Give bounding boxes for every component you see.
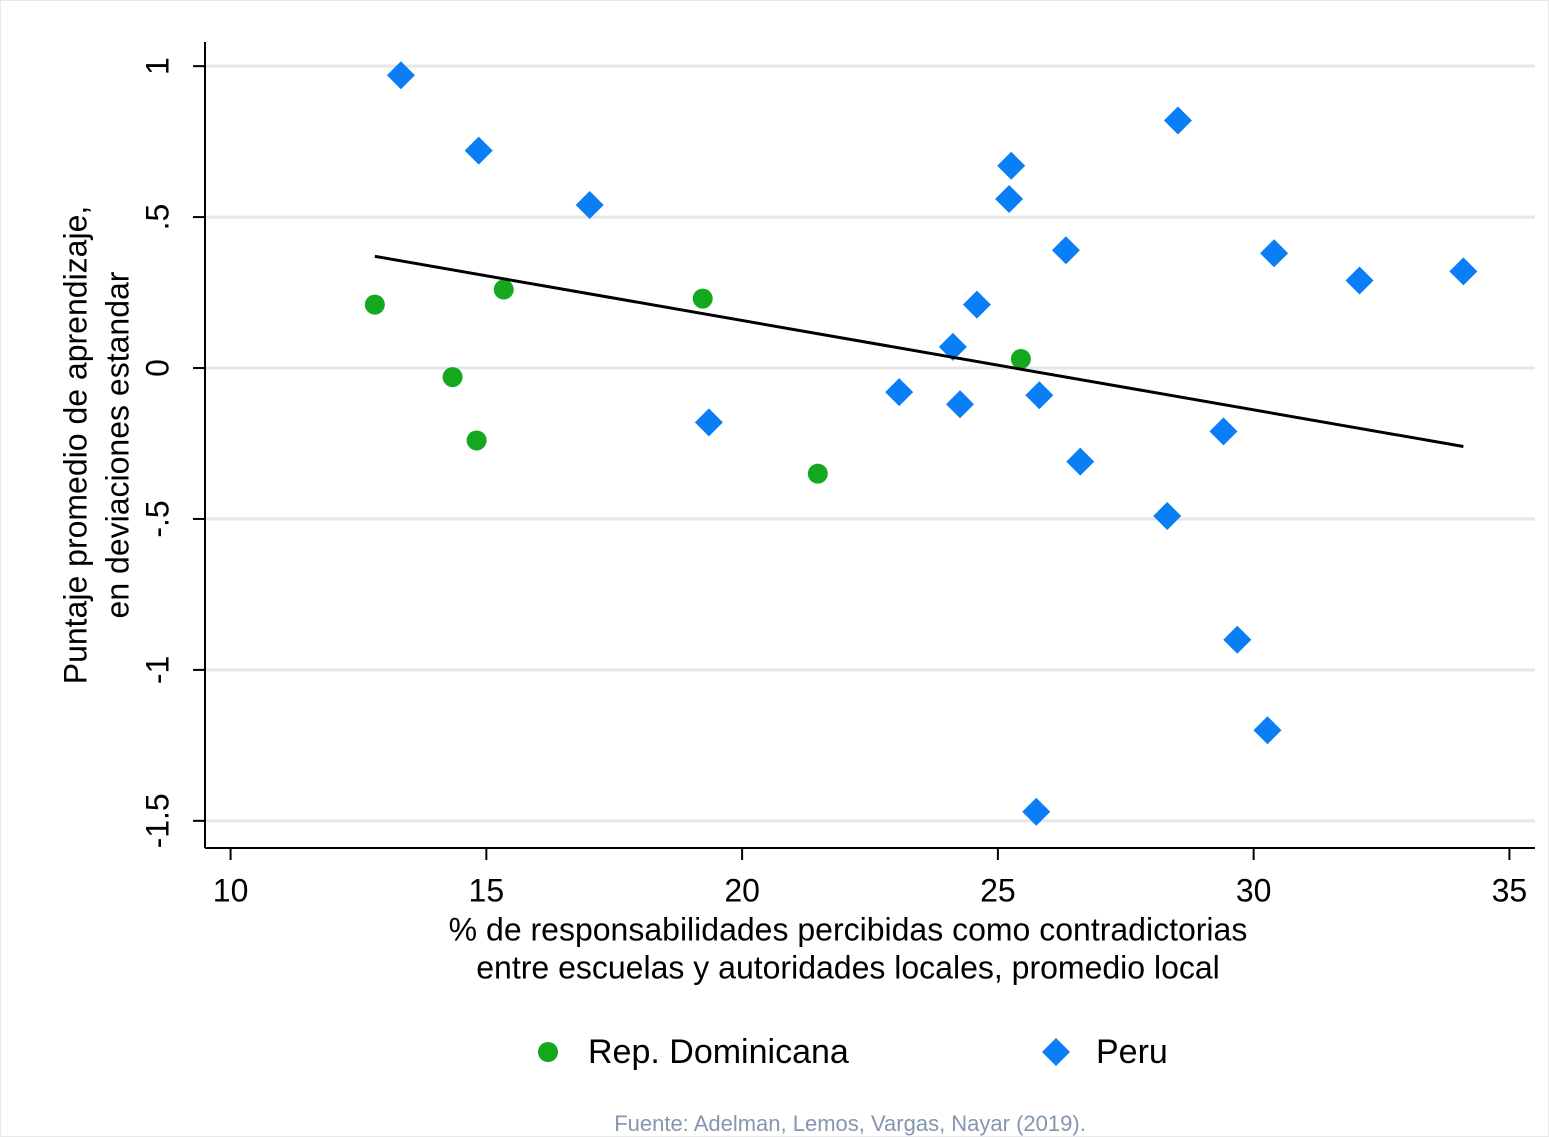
x-tick-label: 25 bbox=[980, 872, 1016, 908]
y-tick-label: -1.5 bbox=[139, 793, 175, 848]
x-axis-title: % de responsabilidades percibidas como c… bbox=[449, 911, 1248, 947]
fit-line bbox=[374, 254, 1464, 448]
point bbox=[997, 151, 1026, 180]
y-tick-label: .5 bbox=[139, 204, 175, 231]
y-tick-label: -.5 bbox=[139, 500, 175, 537]
point bbox=[1209, 417, 1238, 446]
y-axis-title: en deviaciones estandar bbox=[99, 271, 135, 618]
point bbox=[466, 430, 487, 451]
point bbox=[1163, 106, 1192, 135]
source: Fuente: Adelman, Lemos, Vargas, Nayar (2… bbox=[614, 1111, 1086, 1136]
point bbox=[946, 390, 975, 419]
x-tick-label: 10 bbox=[213, 872, 249, 908]
y-tick-label: -1 bbox=[139, 656, 175, 684]
point bbox=[1260, 239, 1289, 268]
point bbox=[1153, 501, 1182, 530]
y-tick-label: 1 bbox=[139, 57, 175, 75]
x-tick-label: 30 bbox=[1236, 872, 1272, 908]
point bbox=[386, 61, 415, 90]
point bbox=[464, 136, 493, 165]
legend-label: Rep. Dominicana bbox=[588, 1033, 849, 1071]
point bbox=[885, 378, 914, 407]
point bbox=[938, 332, 967, 361]
y-tick-label: 0 bbox=[139, 359, 175, 377]
point bbox=[1066, 447, 1095, 476]
point bbox=[1022, 797, 1051, 826]
point bbox=[692, 288, 713, 309]
point bbox=[493, 279, 514, 300]
point bbox=[694, 408, 723, 437]
x-tick-label: 35 bbox=[1492, 872, 1528, 908]
legend-label: Peru bbox=[1096, 1033, 1168, 1071]
point bbox=[1025, 381, 1054, 410]
point bbox=[807, 463, 828, 484]
point bbox=[995, 184, 1024, 213]
point bbox=[575, 191, 604, 220]
point bbox=[1449, 257, 1478, 286]
legend-marker bbox=[538, 1042, 558, 1062]
x-tick-label: 20 bbox=[724, 872, 760, 908]
legend-marker bbox=[1042, 1038, 1070, 1066]
point bbox=[1051, 236, 1080, 265]
point bbox=[364, 294, 385, 315]
point bbox=[962, 290, 991, 319]
x-tick-label: 15 bbox=[469, 872, 505, 908]
point bbox=[1345, 266, 1374, 295]
point bbox=[442, 367, 463, 388]
point bbox=[1253, 716, 1282, 745]
x-axis-title: entre escuelas y autoridades locales, pr… bbox=[476, 949, 1220, 985]
point bbox=[1223, 625, 1252, 654]
point bbox=[1010, 348, 1031, 369]
y-axis-title: Puntaje promedio de aprendizaje, bbox=[57, 206, 93, 685]
